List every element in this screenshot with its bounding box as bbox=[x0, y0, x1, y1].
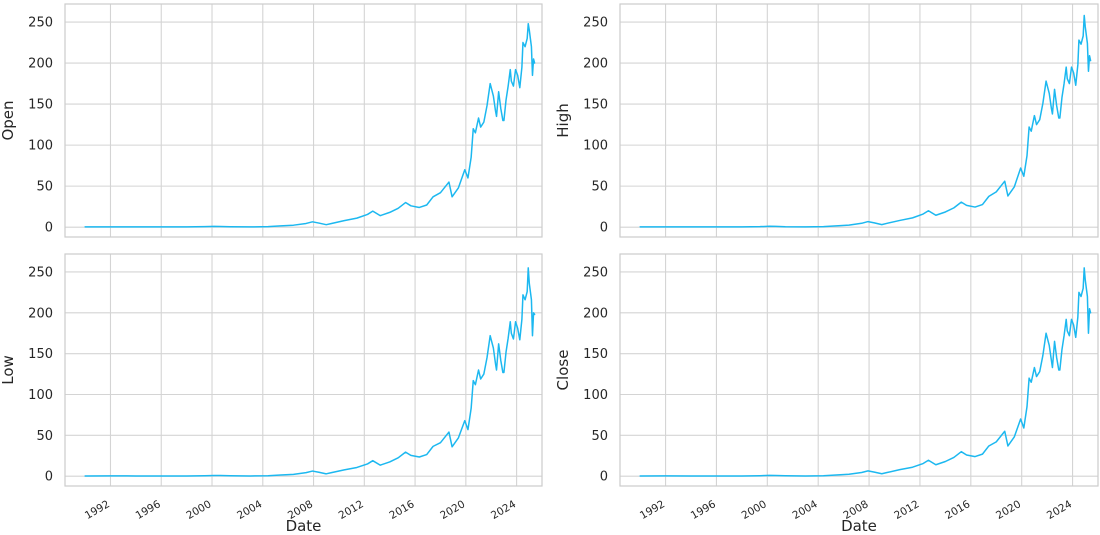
close-y-tick-label: 250 bbox=[583, 265, 608, 280]
high-y-tick-label: 100 bbox=[583, 139, 608, 154]
high-y-tick-label: 200 bbox=[583, 57, 608, 72]
open-y-tick-label: 100 bbox=[28, 139, 53, 154]
close-plot-area bbox=[620, 254, 1098, 486]
high-y-tick-label: 50 bbox=[591, 180, 608, 195]
close-x-axis-label: Date bbox=[841, 517, 877, 535]
close-y-tick-label: 100 bbox=[583, 388, 608, 403]
low-y-axis-label: Low bbox=[0, 355, 17, 385]
low-x-tick-label: 2024 bbox=[489, 498, 518, 522]
low-x-tick-label: 2012 bbox=[337, 498, 366, 522]
open-plot-area bbox=[65, 4, 542, 237]
low-y-tick-label: 100 bbox=[28, 388, 53, 403]
high-frame bbox=[619, 3, 1099, 238]
high-panel: 0 50 100 150 200 250 High bbox=[554, 3, 1099, 238]
low-y-tick-label: 200 bbox=[28, 306, 53, 321]
low-x-tick-label: 2016 bbox=[387, 498, 416, 522]
open-y-tick-label: 250 bbox=[28, 16, 53, 31]
high-y-tick-label: 150 bbox=[583, 98, 608, 113]
open-panel: 0 50 100 150 200 250 Open bbox=[0, 3, 543, 238]
high-series-line bbox=[639, 14, 1092, 228]
close-x-tick-label: 2020 bbox=[994, 498, 1023, 522]
open-y-axis-label: Open bbox=[0, 100, 17, 140]
low-y-tick-label: 250 bbox=[28, 265, 53, 280]
close-x-tick-label: 2012 bbox=[892, 498, 921, 522]
low-x-tick-label: 2004 bbox=[235, 498, 264, 522]
close-x-tick-label: 2016 bbox=[943, 498, 972, 522]
open-frame bbox=[64, 3, 543, 238]
low-series-line bbox=[84, 267, 536, 477]
low-plot-area bbox=[65, 254, 542, 486]
high-y-tick-label: 250 bbox=[583, 16, 608, 31]
low-frame bbox=[64, 253, 543, 487]
low-x-tick-label: 1996 bbox=[134, 498, 163, 522]
close-y-tick-label: 150 bbox=[583, 347, 608, 362]
high-y-axis-label: High bbox=[554, 103, 572, 137]
low-x-tick-label: 2020 bbox=[438, 498, 467, 522]
close-x-tick-label: 2024 bbox=[1045, 498, 1074, 522]
close-x-tick-label: 1996 bbox=[689, 498, 718, 522]
close-y-tick-label: 50 bbox=[591, 429, 608, 444]
close-series-line bbox=[639, 267, 1092, 477]
close-y-axis-label: Close bbox=[554, 350, 572, 391]
open-series-line bbox=[84, 22, 536, 228]
close-x-tick-label: 1992 bbox=[638, 498, 667, 522]
close-y-tick-label: 0 bbox=[600, 470, 608, 485]
high-y-tick-label: 0 bbox=[600, 221, 608, 236]
low-x-axis-label: Date bbox=[286, 517, 322, 535]
close-frame bbox=[619, 253, 1099, 487]
high-plot-area bbox=[620, 4, 1098, 237]
open-y-tick-label: 50 bbox=[36, 180, 53, 195]
close-x-tick-label: 2000 bbox=[740, 498, 769, 522]
low-y-tick-label: 0 bbox=[45, 470, 53, 485]
open-y-tick-label: 150 bbox=[28, 98, 53, 113]
low-y-tick-label: 150 bbox=[28, 347, 53, 362]
close-x-tick-label: 2004 bbox=[791, 498, 820, 522]
open-y-tick-label: 0 bbox=[45, 221, 53, 236]
low-x-tick-label: 2000 bbox=[184, 498, 213, 522]
close-y-tick-label: 200 bbox=[583, 306, 608, 321]
open-y-tick-label: 200 bbox=[28, 57, 53, 72]
low-y-tick-label: 50 bbox=[36, 429, 53, 444]
low-x-tick-label: 1992 bbox=[83, 498, 112, 522]
